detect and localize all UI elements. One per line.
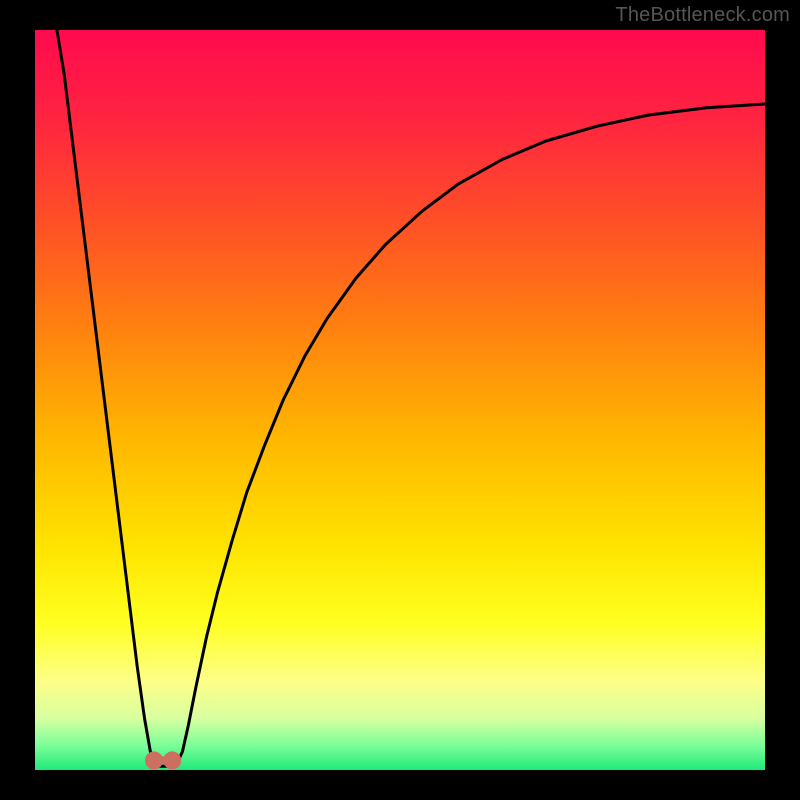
chart-svg [0, 0, 800, 800]
plot-background [35, 30, 765, 770]
trough-marker-0 [145, 751, 163, 769]
watermark-text: TheBottleneck.com [615, 4, 790, 27]
chart-stage: TheBottleneck.com [0, 0, 800, 800]
trough-marker-1 [163, 751, 181, 769]
